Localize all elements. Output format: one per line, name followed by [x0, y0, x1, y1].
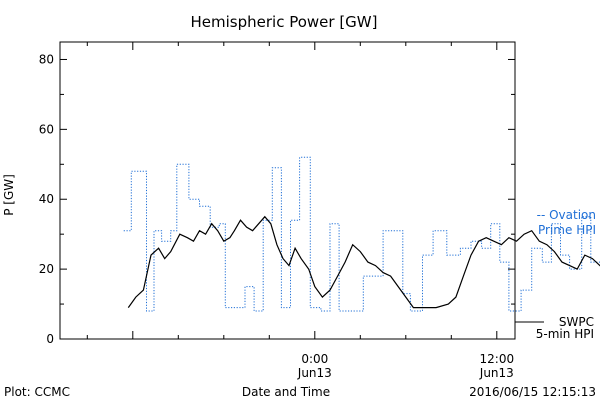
plot-frame	[59, 41, 516, 340]
series-swpc-5min-hpi	[127, 215, 600, 309]
y-tick-label: 0	[46, 332, 54, 346]
x-tick-label-time: 0:00	[301, 352, 328, 366]
legend-swpc-line1: SWPC	[559, 315, 594, 329]
y-tick-label: 20	[39, 262, 54, 276]
legend-swpc-line2: 5-min HPI	[536, 327, 594, 341]
legend-ovation-line2: Prime HPI	[538, 223, 596, 237]
x-tick-label-time: 12:00	[480, 352, 515, 366]
y-axis: 0 20 40 60 80	[39, 52, 515, 346]
x-axis: 0:00Jun1312:00Jun130:00Jun1412:00Jun140:…	[86, 42, 515, 380]
y-axis-label: P [GW]	[2, 174, 16, 216]
legend-ovation-line1: -- Ovation	[537, 208, 596, 222]
x-tick-label-date: Jun13	[297, 366, 332, 380]
chart-title: Hemispheric Power [GW]	[191, 13, 378, 31]
y-tick-label: 40	[39, 192, 54, 206]
footer-timestamp: 2016/06/15 12:15:13	[469, 385, 596, 399]
x-axis-label: Date and Time	[242, 385, 330, 399]
footer-plot-credit: Plot: CCMC	[4, 385, 70, 399]
x-tick-label-date: Jun13	[479, 366, 514, 380]
y-tick-label: 60	[39, 122, 54, 136]
legend: -- Ovation Prime HPI SWPC 5-min HPI	[515, 208, 596, 341]
series-layer	[123, 156, 600, 312]
y-tick-label: 80	[39, 52, 54, 66]
